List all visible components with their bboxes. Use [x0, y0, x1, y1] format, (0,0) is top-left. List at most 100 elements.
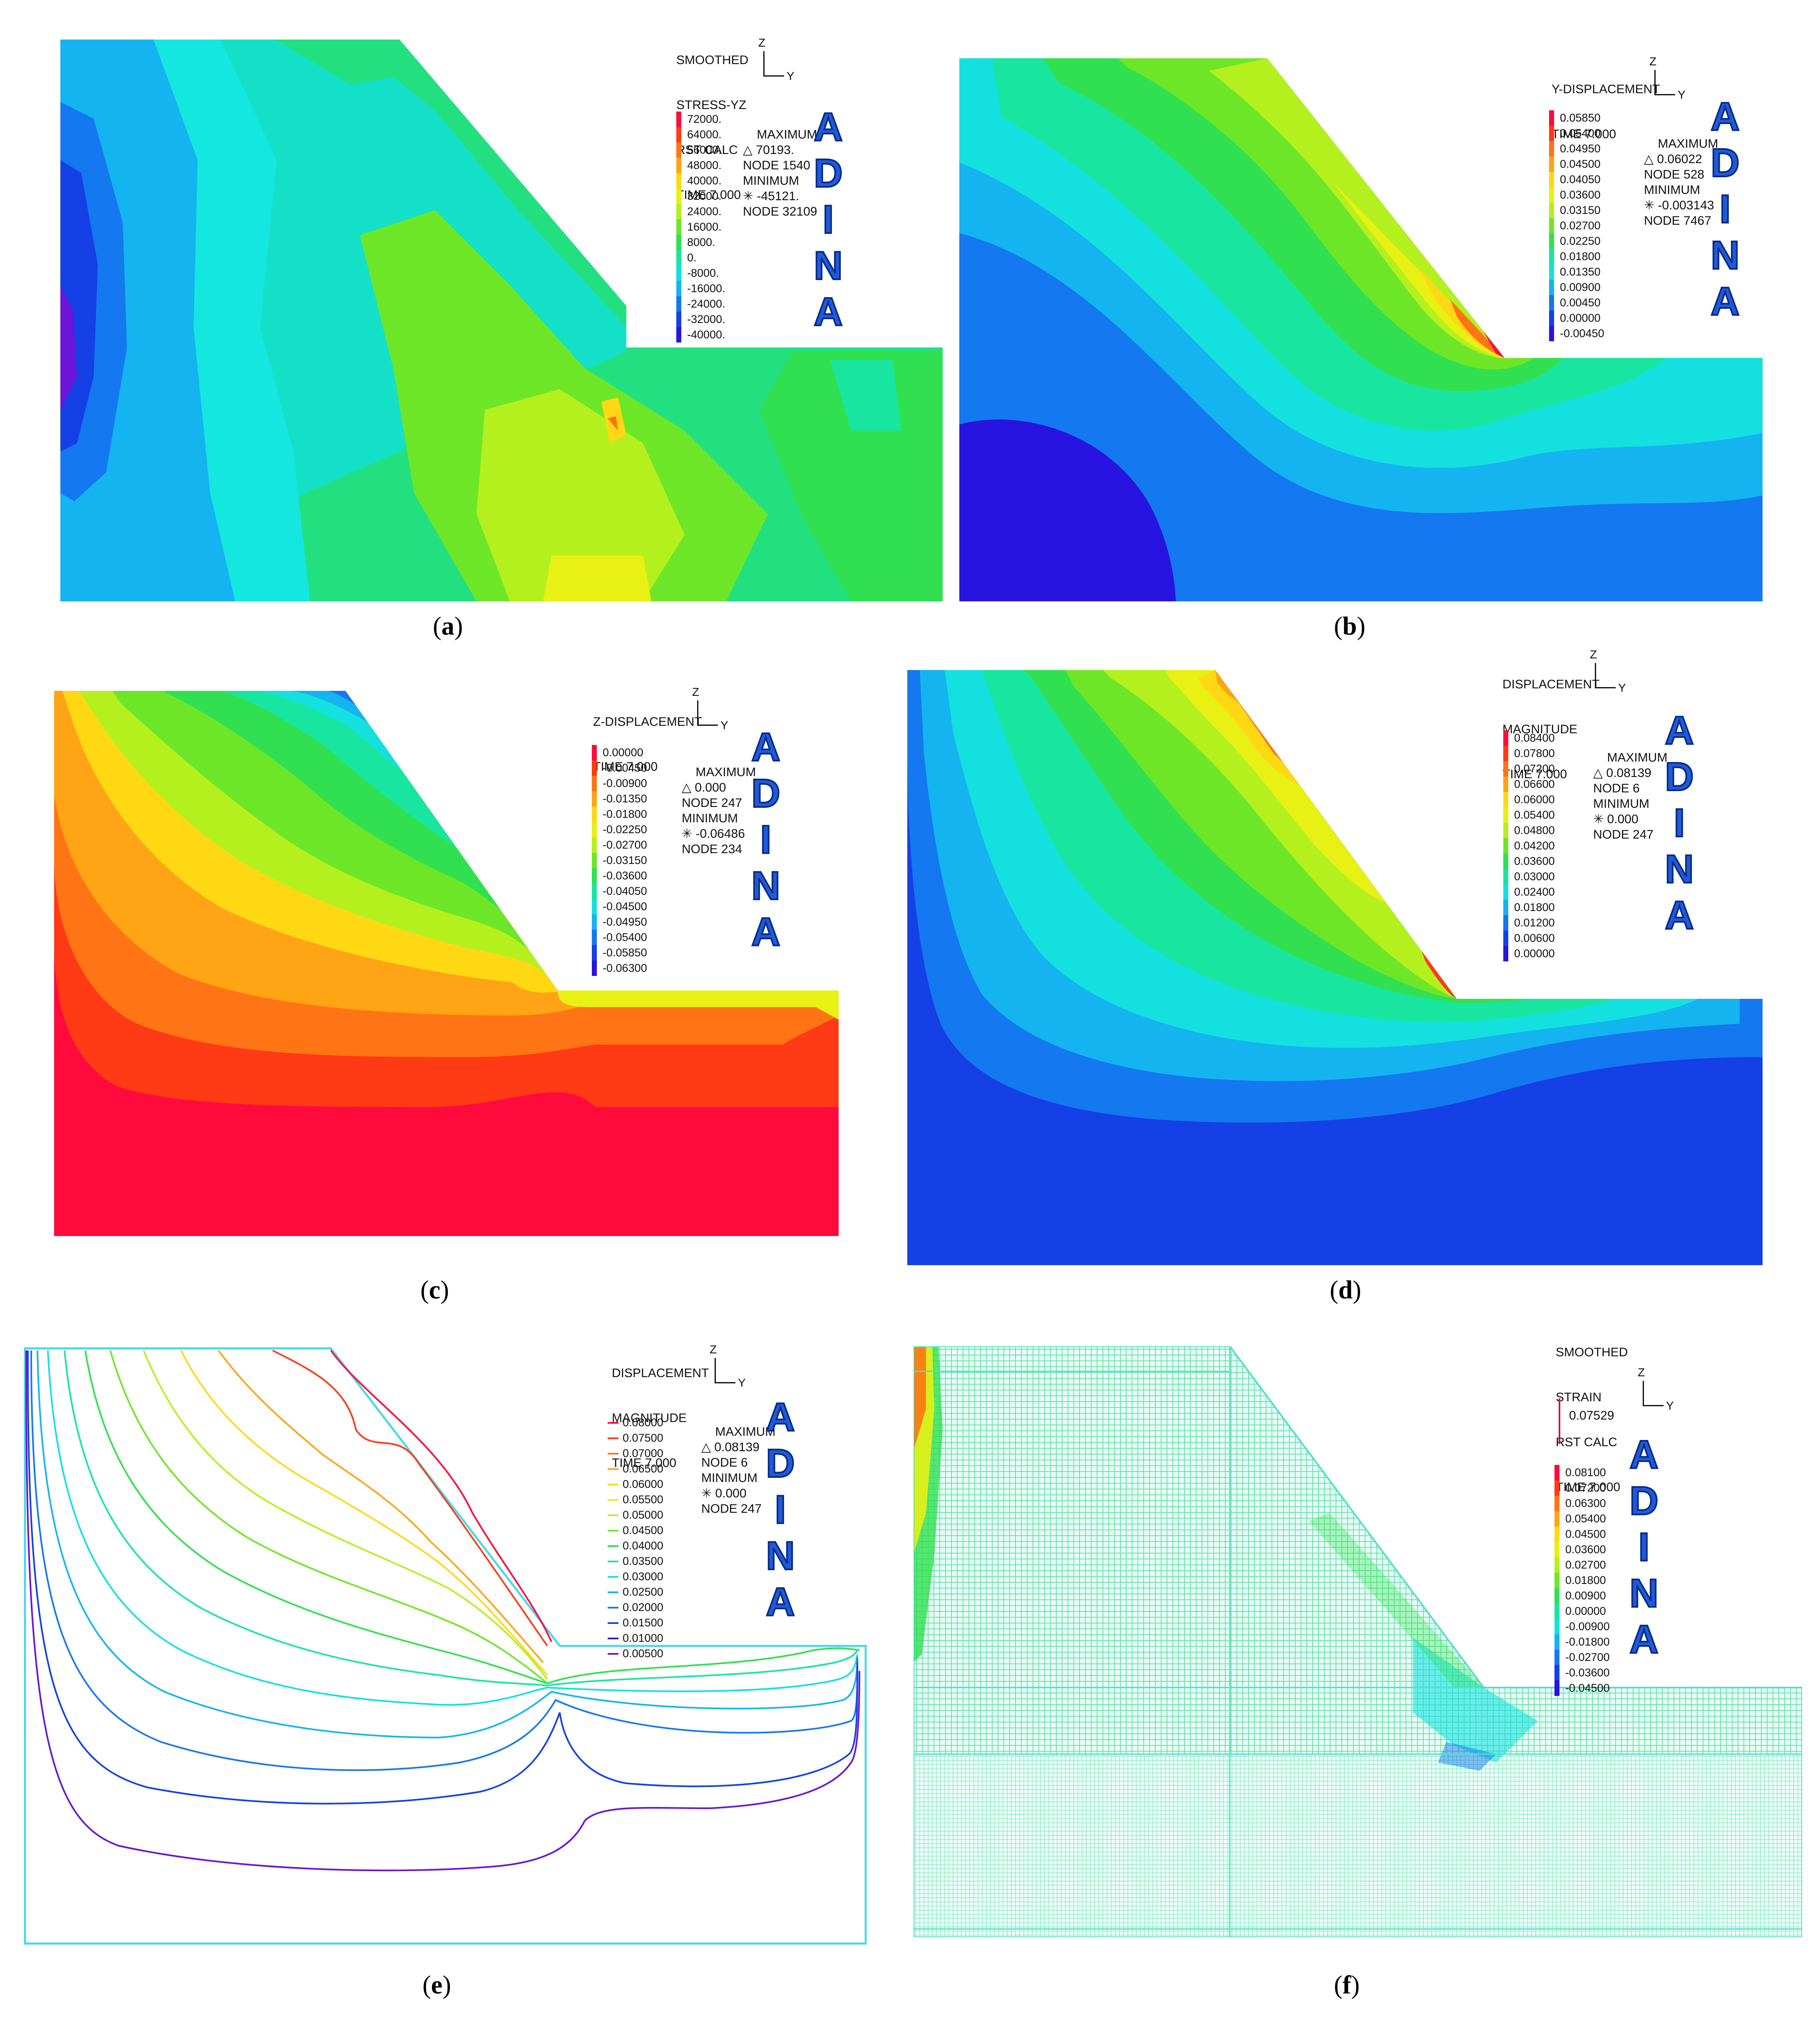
panel-b-header: Y-DISPLACEMENT TIME 7.000	[1552, 52, 1660, 172]
legend-swatch	[608, 1653, 618, 1655]
adina-logo-letter: A	[1710, 278, 1740, 325]
legend-swatch	[676, 281, 681, 296]
legend-entry: 0.05400	[1554, 1511, 1606, 1527]
axis-z-label: Z	[1638, 1366, 1645, 1379]
panel-e-header-line: MAGNITUDE	[612, 1411, 687, 1425]
legend-entry: -8000.	[676, 266, 719, 281]
legend-swatch	[608, 1591, 618, 1593]
axis-z-label: Z	[710, 1343, 717, 1356]
panel-a-header-line: SMOOTHED	[676, 53, 749, 67]
legend-entry: -0.02700	[1554, 1650, 1610, 1665]
legend-value: 0.00500	[623, 1647, 663, 1660]
legend-entry: 0.01000	[608, 1631, 663, 1646]
legend-swatch	[1554, 1680, 1559, 1696]
axis-y-line	[1654, 94, 1675, 95]
legend-entry: -0.03600	[592, 868, 647, 884]
legend-entry: 0.03150	[1549, 203, 1601, 218]
max-node: NODE 6	[1593, 782, 1640, 795]
legend-swatch	[1554, 1619, 1559, 1634]
panel-b-header-line: Y-DISPLACEMENT	[1552, 82, 1660, 96]
legend-entry: 0.06600	[1503, 777, 1555, 792]
legend-value: 0.06600	[1514, 778, 1555, 790]
min-node: NODE 247	[1593, 828, 1654, 841]
axis-z-line	[715, 1358, 716, 1383]
legend-value: 16000.	[687, 221, 722, 233]
min-node: NODE 234	[682, 842, 742, 856]
legend-entry: 0.01800	[1554, 1573, 1606, 1588]
legend-swatch	[608, 1529, 618, 1532]
legend-swatch	[1549, 264, 1554, 280]
legend-value: 0.03150	[1560, 204, 1601, 216]
legend-value: 0.07800	[1514, 747, 1555, 760]
axis-z-line	[763, 51, 765, 76]
max-value: △ 0.06022	[1644, 152, 1702, 166]
caption-letter: b	[1342, 612, 1357, 640]
legend-swatch	[592, 853, 597, 868]
adina-logo-letter: I	[1673, 800, 1686, 846]
adina-logo-letter: N	[750, 863, 781, 909]
panel-b-caption: (b)	[1334, 612, 1366, 640]
legend-entry: 16000.	[676, 219, 722, 235]
panel-e-minmax: MAXIMUM △ 0.08139 NODE 6 MINIMUM ✳ 0.000…	[701, 1409, 775, 1532]
panel-f-caption: (f)	[1334, 1971, 1360, 1999]
legend-entry: 0.02700	[1554, 1557, 1606, 1573]
legend-entry: 0.03000	[608, 1569, 663, 1584]
legend-value: 0.00600	[1514, 932, 1555, 944]
legend-entry: 0.04500	[1549, 156, 1601, 172]
legend-entry: -0.01350	[592, 791, 647, 807]
legend-value: -0.03150	[603, 854, 647, 866]
legend-value: -24000.	[687, 298, 725, 310]
legend-entry: 72000.	[676, 112, 722, 127]
legend-entry: 0.06500	[608, 1461, 663, 1477]
legend-value: 0.07200	[1565, 1482, 1606, 1494]
adina-logo-letter: A	[750, 724, 781, 770]
axis-y-label: Y	[1678, 88, 1686, 101]
legend-value: 0.06500	[623, 1462, 663, 1475]
max-value: △ 0.08139	[1593, 766, 1651, 780]
legend-value: 0.02700	[1560, 219, 1601, 232]
legend-swatch	[592, 822, 597, 837]
legend-value: -0.05400	[603, 931, 647, 943]
legend-entry: -0.00450	[1549, 326, 1604, 341]
max-label: MAXIMUM	[695, 765, 756, 779]
legend-swatch	[1554, 1573, 1559, 1588]
legend-entry: 0.00000	[592, 745, 643, 760]
caption-letter: e	[431, 1971, 443, 1999]
legend-entry: 0.01350	[1549, 264, 1601, 280]
min-value: ✳ -0.003143	[1644, 199, 1714, 212]
legend-value: 0.00450	[1560, 296, 1601, 309]
legend-entry: 0.07200	[1554, 1480, 1606, 1496]
legend-swatch	[676, 204, 681, 219]
panel-a-minmax: MAXIMUM △ 70193. NODE 1540 MINIMUM ✳ -45…	[743, 112, 817, 235]
legend-entry: -0.01800	[592, 807, 647, 822]
legend-value: -0.00450	[1560, 327, 1604, 340]
legend-swatch	[676, 189, 681, 204]
max-node: NODE 6	[701, 1456, 748, 1469]
legend-swatch	[1554, 1604, 1559, 1619]
legend-swatch	[608, 1637, 618, 1639]
adina-logo-letter: A	[1664, 892, 1694, 938]
legend-entry: -32000.	[676, 312, 725, 327]
legend-value: 0.01000	[623, 1632, 663, 1644]
axis-z-line	[1654, 70, 1656, 95]
caption-letter: d	[1338, 1276, 1353, 1304]
panel-b-header-line: TIME 7.000	[1552, 127, 1616, 141]
panel-f-header-line: RST CALC	[1556, 1435, 1617, 1449]
legend-entry: -0.05850	[592, 945, 647, 961]
adina-logo-letter: A	[813, 104, 843, 150]
legend-value: 8000.	[687, 236, 715, 248]
legend-value: 0.04500	[1565, 1528, 1606, 1540]
legend-entry: -0.04050	[592, 884, 647, 899]
legend-entry: 0.08100	[1554, 1465, 1606, 1480]
min-value: ✳ 0.000	[701, 1487, 747, 1500]
max-label: MAXIMUM	[757, 128, 817, 141]
legend-entry: 0.02000	[608, 1600, 663, 1615]
adina-logo-letter: A	[1664, 707, 1694, 754]
legend-swatch	[1503, 900, 1508, 915]
legend-value: -32000.	[687, 313, 725, 325]
axis-y-label: Y	[787, 70, 795, 82]
legend-entry: 0.07800	[1503, 746, 1555, 761]
legend-swatch	[1554, 1527, 1559, 1542]
legend-swatch	[1549, 249, 1554, 264]
